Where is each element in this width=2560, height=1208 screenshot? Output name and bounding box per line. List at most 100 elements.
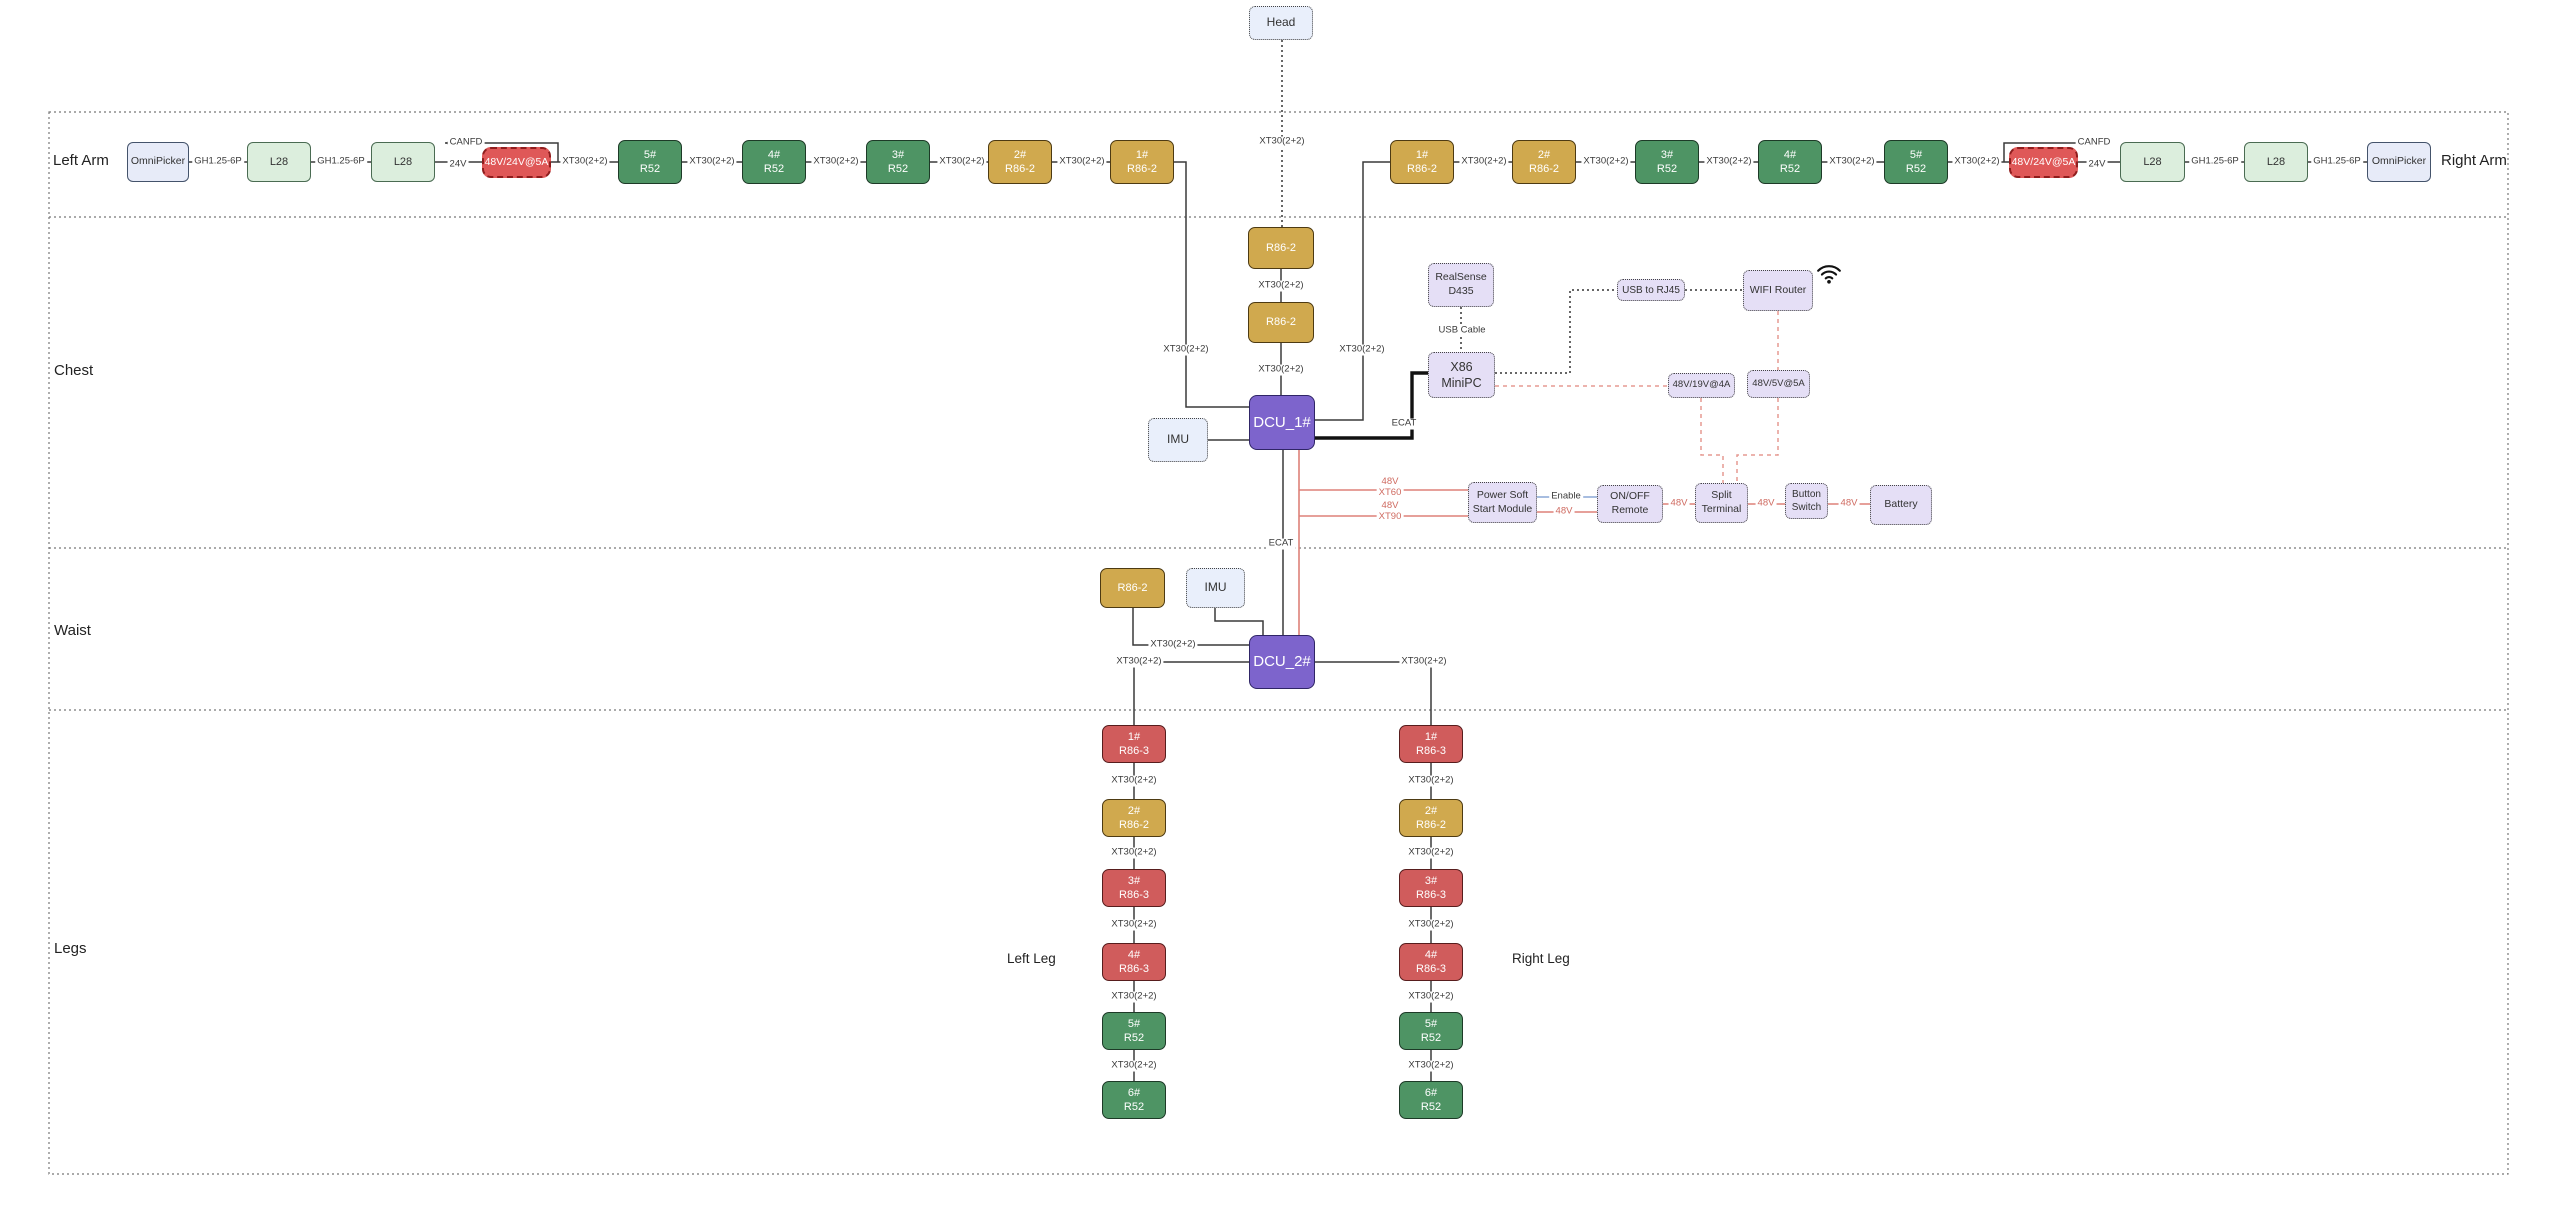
wifi-icon xyxy=(1816,263,1842,287)
wire-label: GH1.25-6P xyxy=(315,155,367,168)
omnipicker-left: OmniPicker xyxy=(127,142,189,182)
wire-label: GH1.25-6P xyxy=(192,155,244,168)
leg-left-2: 2# R86-2 xyxy=(1102,799,1166,837)
psu-48v24v-right: 48V/24V@5A xyxy=(2009,147,2078,178)
wire-label: ECAT xyxy=(1266,537,1296,550)
wire-label: GH1.25-6P xyxy=(2189,155,2241,168)
split-terminal: Split Terminal xyxy=(1695,483,1748,523)
power-soft-start-module: Power Soft Start Module xyxy=(1468,482,1537,523)
wire-label: XT30(2+2) xyxy=(1057,155,1107,168)
wifi-router: WIFI Router xyxy=(1743,270,1813,311)
wire-label: XT30(2+2) xyxy=(560,155,610,168)
wire-label: XT30(2+2) xyxy=(1114,655,1164,668)
wire-label: 48V XT90 xyxy=(1376,500,1404,523)
label-left-leg: Left Leg xyxy=(1007,951,1056,966)
wire-label: 48V xyxy=(1553,505,1575,518)
leg-left-4: 4# R86-3 xyxy=(1102,943,1166,981)
wire-label: XT30(2+2) xyxy=(1256,363,1306,376)
wire-label: 24V xyxy=(2086,158,2108,171)
wire-label: XT30(2+2) xyxy=(1406,1059,1456,1072)
label-right-leg: Right Leg xyxy=(1512,951,1570,966)
imu-chest: IMU xyxy=(1148,418,1208,462)
l28-right-2: L28 xyxy=(2244,142,2308,182)
wire-label: Enable xyxy=(1549,490,1583,503)
wire-label: 48V xyxy=(1755,497,1777,510)
wire-label: XT30(2+2) xyxy=(1109,774,1159,787)
r86-chest-2: R86-2 xyxy=(1248,302,1314,343)
leg-left-6: 6# R52 xyxy=(1102,1081,1166,1119)
omnipicker-right: OmniPicker xyxy=(2367,142,2431,182)
r86-waist: R86-2 xyxy=(1100,568,1165,608)
wire-label: XT30(2+2) xyxy=(1704,155,1754,168)
wire-label: XT30(2+2) xyxy=(1161,343,1211,356)
leg-right-1: 1# R86-3 xyxy=(1399,725,1463,763)
leg-right-5: 5# R52 xyxy=(1399,1012,1463,1050)
wire-label: XT30(2+2) xyxy=(1109,918,1159,931)
usb-to-rj45: USB to RJ45 xyxy=(1617,279,1685,301)
wire-label: CANFD xyxy=(447,136,485,149)
r52-left-4: 4# R52 xyxy=(742,140,806,184)
wire-label: XT30(2+2) xyxy=(1257,135,1307,148)
wire-label: 24V xyxy=(447,158,469,171)
r52-left-3: 3# R52 xyxy=(866,140,930,184)
r86-chest-1: R86-2 xyxy=(1248,227,1314,269)
realsense-d435: RealSense D435 xyxy=(1428,263,1494,307)
imu-waist: IMU xyxy=(1186,568,1245,608)
l28-left-2: L28 xyxy=(371,142,435,182)
converter-48v-19v: 48V/19V@4A xyxy=(1668,373,1735,398)
leg-left-1: 1# R86-3 xyxy=(1102,725,1166,763)
section-label-right-arm: Right Arm xyxy=(2441,152,2507,169)
dcu-1: DCU_1# xyxy=(1249,395,1315,450)
wire-label: ECAT xyxy=(1389,417,1419,430)
wire-label: XT30(2+2) xyxy=(1827,155,1877,168)
wire-label: XT30(2+2) xyxy=(687,155,737,168)
section-label-legs: Legs xyxy=(54,940,87,957)
wire-label: XT30(2+2) xyxy=(1109,990,1159,1003)
button-switch: Button Switch xyxy=(1785,483,1828,519)
head: Head xyxy=(1249,6,1313,40)
section-label-waist: Waist xyxy=(54,622,91,639)
wire-label: XT30(2+2) xyxy=(1399,655,1449,668)
wire-label: XT30(2+2) xyxy=(1406,990,1456,1003)
r52-right-3: 3# R52 xyxy=(1635,140,1699,184)
dcu-2: DCU_2# xyxy=(1249,635,1315,689)
section-label-chest: Chest xyxy=(54,362,94,379)
r52-left-5: 5# R52 xyxy=(618,140,682,184)
wire-label: XT30(2+2) xyxy=(1406,774,1456,787)
leg-right-2: 2# R86-2 xyxy=(1399,799,1463,837)
x86-minipc: X86 MiniPC xyxy=(1428,352,1495,398)
leg-right-3: 3# R86-3 xyxy=(1399,869,1463,907)
wire-label: USB Cable xyxy=(1436,324,1488,337)
wire-label: XT30(2+2) xyxy=(1109,1059,1159,1072)
r86-right-1: 1# R86-2 xyxy=(1390,140,1454,184)
r52-right-4: 4# R52 xyxy=(1758,140,1822,184)
onoff-remote: ON/OFF Remote xyxy=(1597,485,1663,523)
wire-label: XT30(2+2) xyxy=(811,155,861,168)
wire-label: XT30(2+2) xyxy=(1952,155,2002,168)
r86-left-2: 2# R86-2 xyxy=(988,140,1052,184)
wire-label: 48V XT60 xyxy=(1376,476,1404,499)
wire-label: XT30(2+2) xyxy=(1256,279,1306,292)
wire-label: XT30(2+2) xyxy=(1109,846,1159,859)
wire-label: XT30(2+2) xyxy=(1581,155,1631,168)
wire-label: 48V xyxy=(1668,497,1690,510)
wire-label: XT30(2+2) xyxy=(1406,846,1456,859)
psu-48v24v-left: 48V/24V@5A xyxy=(482,147,551,178)
converter-48v-5v: 48V/5V@5A xyxy=(1747,370,1810,398)
wire-label: XT30(2+2) xyxy=(1459,155,1509,168)
wire-label: XT30(2+2) xyxy=(1148,638,1198,651)
leg-right-6: 6# R52 xyxy=(1399,1081,1463,1119)
wire-label: GH1.25-6P xyxy=(2311,155,2363,168)
l28-right-1: L28 xyxy=(2120,142,2185,182)
r52-right-5: 5# R52 xyxy=(1884,140,1948,184)
wire-label: XT30(2+2) xyxy=(1337,343,1387,356)
r86-right-2: 2# R86-2 xyxy=(1512,140,1576,184)
section-label-left-arm: Left Arm xyxy=(53,152,109,169)
leg-left-3: 3# R86-3 xyxy=(1102,869,1166,907)
l28-left-1: L28 xyxy=(247,142,311,182)
leg-left-5: 5# R52 xyxy=(1102,1012,1166,1050)
wire-label: XT30(2+2) xyxy=(1406,918,1456,931)
battery: Battery xyxy=(1870,485,1932,525)
wire-label: 48V xyxy=(1838,497,1860,510)
